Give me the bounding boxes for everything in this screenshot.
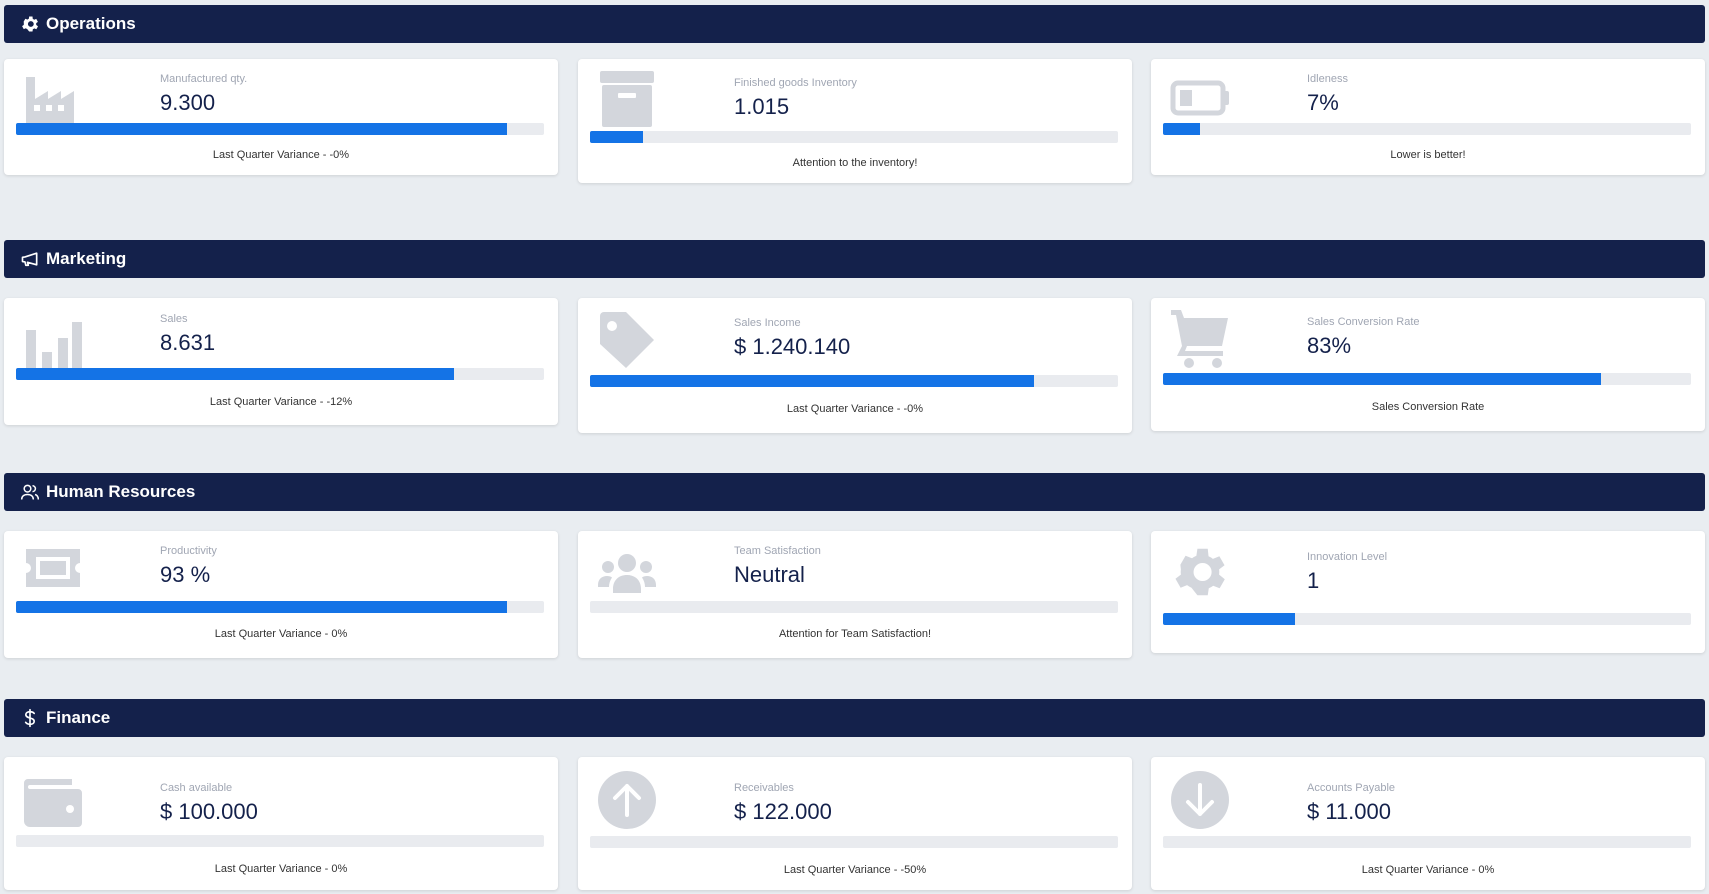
kpi-card-sales-conversion-rate: Sales Conversion Rate 83% Sales Conversi…: [1151, 298, 1705, 431]
progress-bar: [1163, 613, 1691, 625]
kpi-note: Last Quarter Variance - 0%: [1361, 864, 1495, 876]
kpi-value: 93 %: [160, 562, 211, 587]
kpi-card-receivables: Receivables $ 122.000 Last Quarter Varia…: [578, 757, 1132, 890]
kpi-card-innovation-level: Innovation Level 1: [1151, 531, 1705, 653]
users-icon: [19, 481, 41, 503]
kpi-value: $ 1.240.140: [734, 334, 851, 359]
arrow-down-circle-icon: [1169, 769, 1231, 831]
section-header-marketing: Marketing: [4, 240, 1705, 278]
kpi-value: 1.015: [734, 94, 790, 119]
shopping-cart-icon: [1169, 308, 1231, 370]
ticket-icon: [22, 541, 84, 603]
progress-bar: [16, 368, 544, 380]
progress-bar: [590, 836, 1118, 848]
kpi-value: $ 122.000: [734, 799, 832, 824]
kpi-note: Last Quarter Variance - -0%: [212, 149, 350, 161]
kpi-note: Sales Conversion Rate: [1371, 401, 1485, 413]
battery-low-icon: [1169, 69, 1231, 131]
progress-bar: [590, 375, 1118, 387]
kpi-card-team-satisfaction: Team Satisfaction Neutral Attention for …: [578, 531, 1132, 658]
megaphone-icon: [19, 248, 41, 270]
section-header-human-resources: Human Resources: [4, 473, 1705, 511]
progress-bar: [1163, 836, 1691, 848]
progress-fill: [16, 123, 508, 135]
kpi-card-accounts-payable: Accounts Payable $ 11.000 Last Quarter V…: [1151, 757, 1705, 890]
kpi-label: Receivables: [734, 782, 794, 794]
gear-icon: [19, 13, 41, 35]
kpi-note: Last Quarter Variance - -12%: [209, 396, 353, 408]
progress-fill: [1163, 123, 1200, 135]
progress-bar: [590, 601, 1118, 613]
progress-bar: [590, 131, 1118, 143]
kpi-note: Last Quarter Variance - -50%: [783, 864, 927, 876]
kpi-label: Sales Conversion Rate: [1307, 316, 1420, 328]
kpi-note: Attention for Team Satisfaction!: [778, 628, 932, 640]
kpi-card-finished-goods-inventory: Finished goods Inventory 1.015 Attention…: [578, 59, 1132, 183]
arrow-up-circle-icon: [596, 769, 658, 831]
archive-box-icon: [596, 69, 658, 131]
progress-bar: [1163, 123, 1691, 135]
kpi-card-idleness: Idleness 7% Lower is better!: [1151, 59, 1705, 175]
progress-bar: [1163, 373, 1691, 385]
kpi-note: Last Quarter Variance - 0%: [214, 863, 348, 875]
section-header-operations: Operations: [4, 5, 1705, 43]
progress-fill: [590, 375, 1034, 387]
cog-icon: [1169, 541, 1231, 603]
progress-bar: [16, 601, 544, 613]
kpi-label: Cash available: [160, 782, 233, 794]
factory-icon: [22, 69, 84, 131]
section-title: Operations: [46, 14, 136, 33]
progress-fill: [16, 601, 508, 613]
kpi-label: Accounts Payable: [1307, 782, 1396, 794]
section-title: Marketing: [46, 249, 127, 268]
kpi-value: $ 11.000: [1307, 799, 1392, 824]
kpi-value: 9.300: [160, 90, 216, 115]
kpi-note: Last Quarter Variance - 0%: [214, 628, 348, 640]
kpi-card-productivity: Productivity 93 % Last Quarter Variance …: [4, 531, 558, 658]
kpi-label: Team Satisfaction: [734, 545, 821, 557]
section-title: Finance: [46, 708, 111, 727]
kpi-note: Last Quarter Variance - -0%: [786, 403, 924, 415]
kpi-label: Innovation Level: [1307, 551, 1388, 563]
progress-fill: [590, 131, 643, 143]
progress-bar: [16, 123, 544, 135]
kpi-label: Manufactured qty.: [160, 73, 248, 85]
section-header-finance: Finance: [4, 699, 1705, 737]
kpi-value: 7%: [1307, 90, 1339, 115]
kpi-value: 83%: [1307, 333, 1352, 358]
kpi-value: 8.631: [160, 330, 216, 355]
kpi-card-sales-income: Sales Income $ 1.240.140 Last Quarter Va…: [578, 298, 1132, 433]
kpi-label: Idleness: [1307, 73, 1348, 85]
kpi-card-sales: Sales 8.631 Last Quarter Variance - -12%: [4, 298, 558, 425]
kpi-label: Sales: [160, 313, 188, 325]
kpi-note: Attention to the inventory!: [792, 157, 918, 169]
kpi-note: Lower is better!: [1390, 149, 1466, 161]
kpi-value: $ 100.000: [160, 799, 258, 824]
wallet-icon: [22, 769, 84, 831]
dollar-icon: [19, 707, 41, 729]
tag-icon: [596, 310, 658, 372]
bar-chart-icon: [22, 308, 84, 370]
kpi-label: Sales Income: [734, 317, 801, 329]
progress-fill: [16, 368, 455, 380]
section-title: Human Resources: [46, 482, 196, 501]
kpi-label: Finished goods Inventory: [734, 77, 857, 89]
kpi-card-manufactured-qty: Manufactured qty. 9.300 Last Quarter Var…: [4, 59, 558, 175]
progress-bar: [16, 835, 544, 847]
kpi-value: 1: [1307, 568, 1320, 593]
team-icon: [596, 545, 658, 607]
kpi-label: Productivity: [160, 545, 217, 557]
kpi-value: Neutral: [734, 562, 805, 587]
progress-fill: [1163, 613, 1295, 625]
kpi-card-cash-available: Cash available $ 100.000 Last Quarter Va…: [4, 757, 558, 890]
progress-fill: [1163, 373, 1602, 385]
